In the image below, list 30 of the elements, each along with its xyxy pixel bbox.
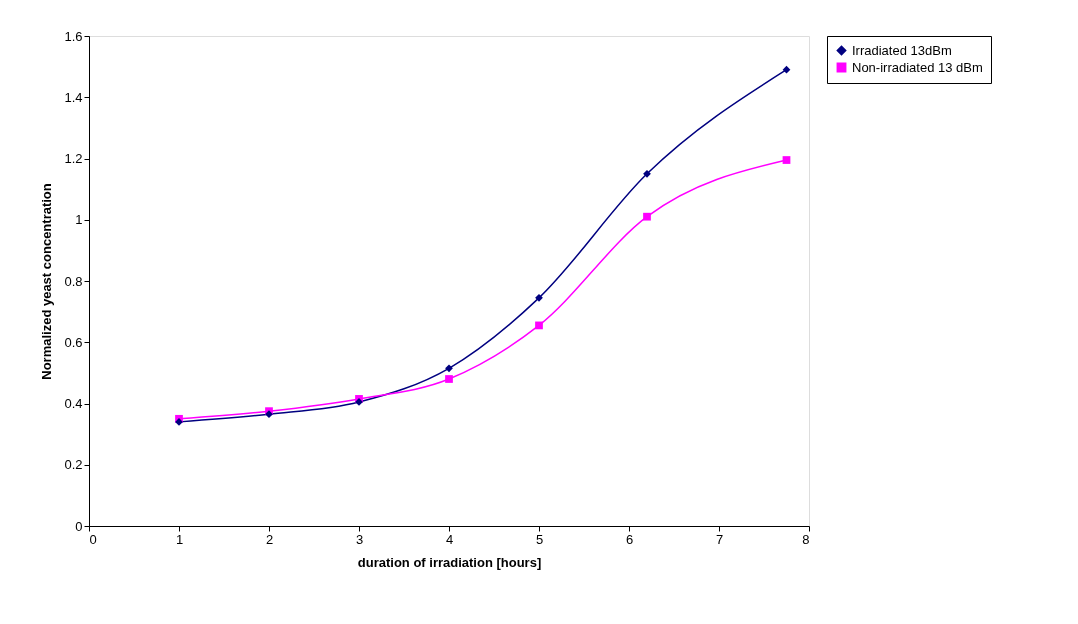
- point: [643, 169, 651, 178]
- point: [535, 321, 543, 330]
- x-axis-title: duration of irradiation [hours]: [357, 554, 542, 570]
- y-tick-label: 0.2: [64, 457, 83, 473]
- y-tick-label: 0.8: [64, 273, 83, 289]
- x-tick-label: 1: [175, 531, 184, 547]
- y-tick-label: 1.4: [64, 89, 83, 105]
- y-tick-label: 0: [75, 518, 83, 534]
- x-tick-label: 2: [265, 531, 274, 547]
- y-tick-label: 0.4: [64, 396, 83, 411]
- point: [782, 65, 791, 74]
- y-tick-label: 1.2: [64, 151, 83, 166]
- point: [445, 375, 453, 383]
- x-tick-label: 4: [445, 531, 454, 547]
- y-tick-label: 1: [75, 212, 83, 228]
- x-tick-label: 5: [535, 531, 544, 547]
- point: [445, 364, 453, 373]
- legend-label: Irradiated 13dBm: [852, 42, 952, 58]
- legend-label: Non-irradiated 13 dBm: [852, 59, 983, 75]
- point: [535, 293, 543, 302]
- point: [643, 212, 651, 221]
- x-tick-label: 8: [802, 531, 810, 547]
- x-tick-label: 0: [89, 531, 97, 547]
- x-tick-label: 6: [625, 531, 634, 547]
- y-tick-label: 0.6: [64, 334, 83, 350]
- point: [782, 156, 791, 164]
- x-tick-label: 3: [355, 531, 364, 547]
- x-tick-label: 7: [715, 531, 724, 547]
- y-axis-title: Normalized yeast concentration: [39, 183, 55, 380]
- y-tick-label: 1.6: [64, 28, 83, 44]
